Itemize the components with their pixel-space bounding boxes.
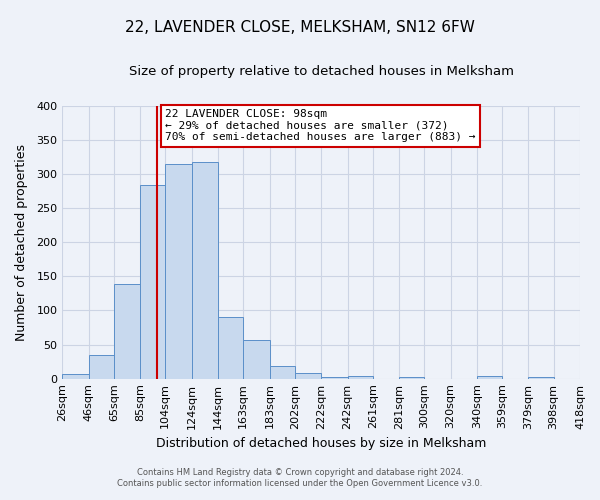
Bar bbox=[295, 372, 321, 378]
Bar bbox=[269, 366, 295, 378]
Bar bbox=[114, 284, 140, 378]
Bar bbox=[399, 376, 424, 378]
X-axis label: Distribution of detached houses by size in Melksham: Distribution of detached houses by size … bbox=[156, 437, 487, 450]
Text: Contains HM Land Registry data © Crown copyright and database right 2024.
Contai: Contains HM Land Registry data © Crown c… bbox=[118, 468, 482, 487]
Bar bbox=[62, 374, 89, 378]
Bar bbox=[218, 317, 243, 378]
Bar bbox=[477, 376, 502, 378]
Y-axis label: Number of detached properties: Number of detached properties bbox=[15, 144, 28, 340]
Bar bbox=[140, 185, 166, 378]
Bar bbox=[347, 376, 373, 378]
Text: 22, LAVENDER CLOSE, MELKSHAM, SN12 6FW: 22, LAVENDER CLOSE, MELKSHAM, SN12 6FW bbox=[125, 20, 475, 35]
Bar bbox=[166, 164, 192, 378]
Bar bbox=[529, 376, 554, 378]
Bar bbox=[321, 376, 347, 378]
Bar bbox=[89, 355, 114, 378]
Bar bbox=[243, 340, 269, 378]
Text: 22 LAVENDER CLOSE: 98sqm
← 29% of detached houses are smaller (372)
70% of semi-: 22 LAVENDER CLOSE: 98sqm ← 29% of detach… bbox=[166, 109, 476, 142]
Bar bbox=[192, 162, 218, 378]
Title: Size of property relative to detached houses in Melksham: Size of property relative to detached ho… bbox=[128, 65, 514, 78]
